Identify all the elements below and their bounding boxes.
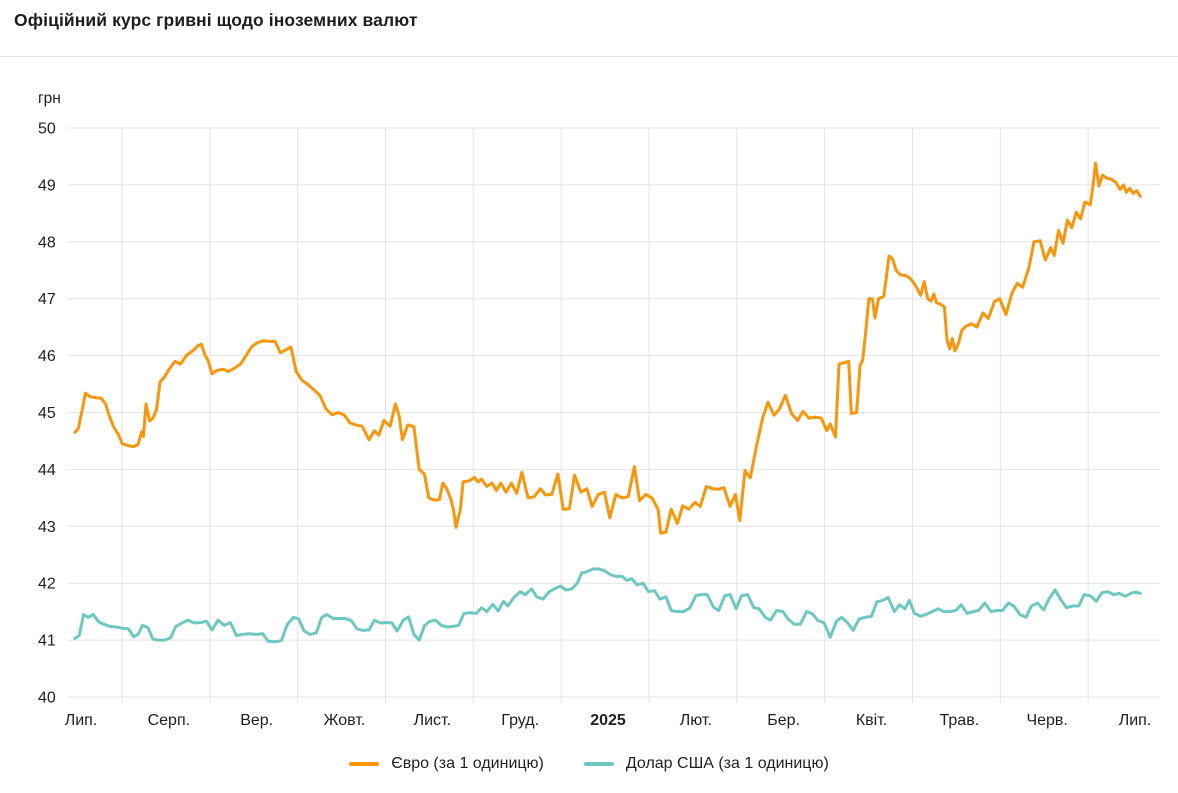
chart-header: Офіційний курс гривні щодо іноземних вал…	[0, 0, 1178, 57]
euro-legend-label: Євро (за 1 одиницю)	[391, 755, 544, 772]
x-tick-label: Груд.	[501, 712, 539, 729]
y-axis-unit: грн	[38, 90, 61, 107]
x-tick-label: Жовт.	[324, 712, 366, 729]
y-tick-label: 45	[38, 405, 56, 422]
legend-item-euro[interactable]: Євро (за 1 одиницю)	[349, 755, 544, 773]
usd-line[interactable]	[73, 567, 1142, 644]
x-tick-label: 2025	[590, 712, 626, 729]
euro-legend-swatch	[349, 762, 380, 766]
x-tick-label: Лют.	[680, 712, 712, 729]
x-tick-label: Лип.	[1119, 712, 1152, 729]
x-tick-label: Черв.	[1026, 712, 1067, 729]
y-tick-label: 50	[38, 121, 56, 138]
legend-item-usd[interactable]: Долар США (за 1 одиницю)	[583, 755, 829, 773]
usd-legend-label: Долар США (за 1 одиницю)	[625, 755, 829, 772]
y-tick-label: 43	[38, 519, 56, 536]
y-tick-label: 44	[38, 462, 56, 479]
x-tick-label: Бер.	[767, 712, 800, 729]
chart-area[interactable]: 40 41 42 43 44 45 46 47 48 49 50 грн Лип. Серп. Вер. Жо…	[0, 57, 1178, 793]
x-tick-label: Лип.	[65, 712, 98, 729]
y-tick-label: 48	[38, 234, 56, 251]
x-tick-label: Серп.	[148, 712, 190, 729]
y-tick-label: 41	[38, 633, 56, 650]
y-tick-label: 46	[38, 348, 56, 365]
x-tick-label: Лист.	[414, 712, 451, 729]
y-tick-label: 42	[38, 576, 56, 593]
gridlines	[68, 127, 1160, 703]
exchange-rate-chart[interactable]: 40 41 42 43 44 45 46 47 48 49 50 грн Лип. Серп. Вер. Жо…	[0, 57, 1178, 793]
x-tick-label: Квіт.	[856, 712, 887, 729]
axis-labels: 40 41 42 43 44 45 46 47 48 49 50 грн Лип. Серп. Вер. Жо…	[38, 90, 1151, 729]
page-title: Офіційний курс гривні щодо іноземних вал…	[14, 10, 418, 30]
x-tick-label: Трав.	[940, 712, 980, 729]
usd-legend-swatch	[583, 762, 614, 766]
chart-legend: Євро (за 1 одиницю) Долар США (за 1 один…	[0, 755, 1178, 773]
y-tick-label: 40	[38, 690, 56, 707]
x-tick-label: Вер.	[240, 712, 273, 729]
y-tick-label: 49	[38, 177, 56, 194]
y-tick-label: 47	[38, 291, 56, 308]
euro-line[interactable]	[73, 161, 1142, 535]
